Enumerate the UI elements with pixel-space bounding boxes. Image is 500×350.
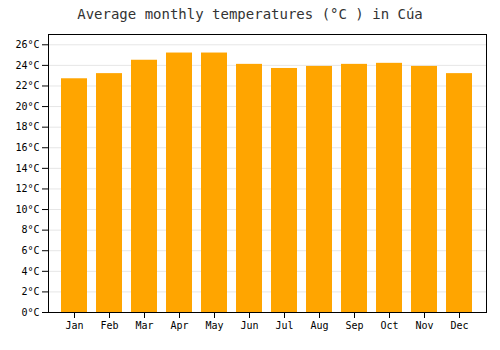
svg-text:Dec: Dec (450, 320, 468, 331)
svg-text:Oct: Oct (380, 320, 398, 331)
svg-text:22°C: 22°C (15, 80, 39, 91)
svg-text:Mar: Mar (135, 320, 153, 331)
svg-text:Feb: Feb (100, 320, 118, 331)
svg-text:8°C: 8°C (21, 224, 39, 235)
svg-text:4°C: 4°C (21, 266, 39, 277)
svg-text:26°C: 26°C (15, 39, 39, 50)
svg-text:Jun: Jun (240, 320, 258, 331)
svg-text:Nov: Nov (415, 320, 433, 331)
svg-text:0°C: 0°C (21, 307, 39, 318)
html-text:Average monthly temperatures (: Average monthly temperatures (°C ) in Cú… (77, 6, 423, 22)
svg-text:6°C: 6°C (21, 245, 39, 256)
svg-text:May: May (205, 320, 223, 331)
svg-text:Jan: Jan (65, 320, 83, 331)
svg-text:14°C: 14°C (15, 163, 39, 174)
svg-text:Sep: Sep (345, 320, 363, 331)
svg-text:16°C: 16°C (15, 142, 39, 153)
svg-text:12°C: 12°C (15, 183, 39, 194)
svg-text:2°C: 2°C (21, 286, 39, 297)
svg-text:10°C: 10°C (15, 204, 39, 215)
svg-text:Jul: Jul (275, 320, 293, 331)
svg-text:Aug: Aug (310, 320, 328, 331)
svg-text:18°C: 18°C (15, 121, 39, 132)
svg-text:20°C: 20°C (15, 101, 39, 112)
svg-text:24°C: 24°C (15, 60, 39, 71)
svg-text:Apr: Apr (170, 320, 188, 331)
